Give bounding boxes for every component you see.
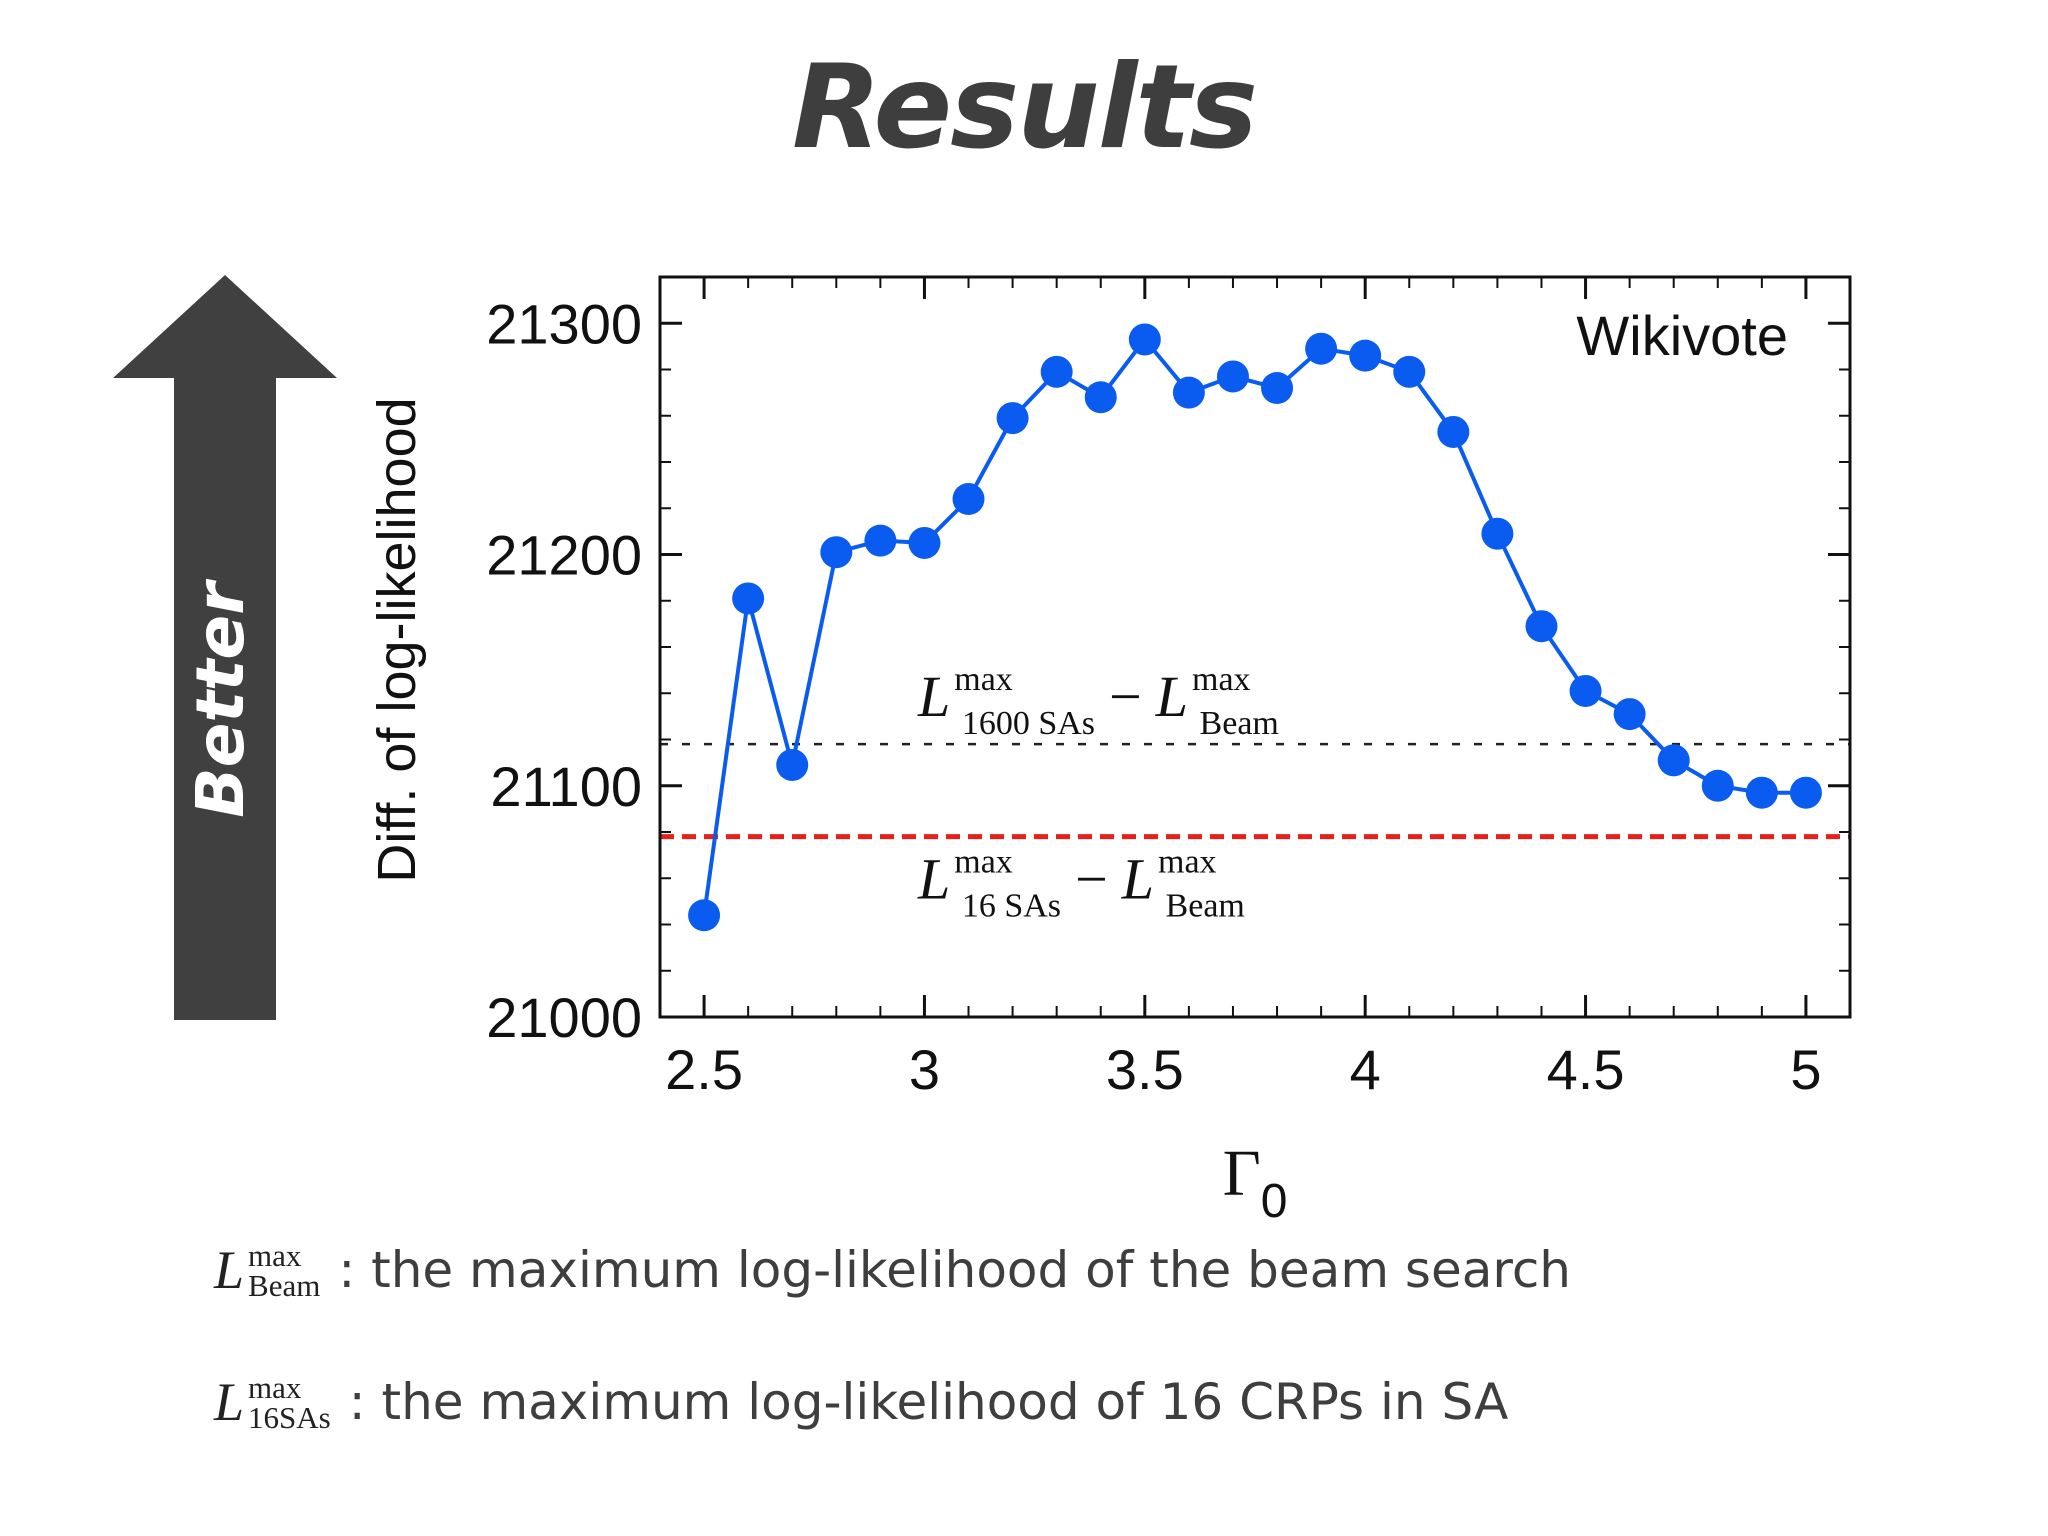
ref-label-main2: L [1155,664,1188,729]
legend-symbol-beam: L max Beam [214,1239,320,1301]
data-point [776,748,809,781]
better-arrow: Better [113,275,337,1020]
x-tick-label: 2.5 [665,1038,743,1101]
legend-text-beam: : the maximum log-likelihood of the beam… [338,1241,1572,1299]
legend-row-beam: L max Beam : the maximum log-likelihood … [214,1230,1571,1310]
data-point [732,582,765,615]
ref-label-main2: L [1121,847,1154,912]
data-point [908,526,941,559]
slide-title: Results [791,40,1258,175]
legend-symbol-16sas: L max 16SAs [214,1371,331,1433]
data-point [1613,698,1646,731]
ref-label-sub2: Beam [1166,888,1245,925]
data-point [1349,339,1382,372]
x-tick-label: 5 [1790,1038,1821,1101]
y-tick-label: 21300 [486,292,642,355]
x-axis-subscript: 0 [1261,1175,1288,1228]
data-point [1789,776,1822,809]
data-point [1128,323,1161,356]
data-point [996,402,1029,435]
x-axis-label: Γ0 [1223,1137,1288,1228]
ref-label-sub2: Beam [1200,705,1279,742]
data-point [864,524,897,557]
x-tick-label: 4.5 [1547,1038,1625,1101]
axis-ticks [659,276,1851,1019]
series-layer [688,323,1822,932]
data-point [1261,372,1294,404]
data-point [1040,355,1073,388]
legend-symbol-sub: 16SAs [248,1400,331,1435]
data-point [688,899,721,932]
arrow-shape [113,275,337,1020]
ref-label-sup: max [954,661,1013,698]
ref-label-main: L [917,847,950,912]
x-tick-label: 3 [909,1038,940,1101]
plot-frame [658,275,1852,1019]
data-point [1084,381,1117,414]
data-point [1216,360,1249,393]
data-point [1745,776,1778,809]
data-point [1437,415,1470,448]
dataset-label: Wikivote [1576,304,1788,367]
ref-label-sub: 1600 SAs [962,705,1095,742]
data-point [1657,744,1690,777]
data-point [1569,674,1602,707]
ref-label-sup: max [954,844,1013,881]
legend-symbol-letter: L [214,1372,245,1432]
data-point [1393,355,1426,388]
data-point [820,536,853,569]
x-tick-label: 3.5 [1106,1038,1184,1101]
y-axis-label: Diff. of log-likelihood [367,397,427,882]
ref-label-main: L [917,664,950,729]
data-point [1481,517,1514,550]
y-tick-label: 21100 [490,755,642,818]
tick-labels: 2.5 3 3.5 4 4.5 5 21000 21100 21200 21300 [486,292,1821,1101]
data-point [1701,769,1734,802]
y-tick-label: 21200 [486,524,642,587]
legend-symbol-sup: max [248,1370,302,1405]
x-tick-label: 4 [1350,1038,1381,1101]
ref-label-sub: 16 SAs [962,888,1061,925]
ref-label-minus: − [1075,847,1108,912]
ref-label-sup2: max [1192,661,1251,698]
ref-label-sup2: max [1158,844,1217,881]
data-point [1525,610,1558,643]
ref-label-minus: − [1109,664,1142,729]
data-point [1305,332,1338,365]
data-point [1172,376,1205,409]
y-tick-label: 21000 [486,986,642,1049]
legend-row-16sas: L max 16SAs : the maximum log-likelihood… [214,1362,1508,1442]
legend-text-16sas: : the maximum log-likelihood of 16 CRPs … [348,1373,1509,1431]
arrow-label: Better [182,579,259,818]
series-line [702,336,1806,916]
data-point [952,483,985,515]
legend-symbol-sub: Beam [248,1268,321,1303]
legend-symbol-sup: max [248,1238,302,1273]
x-axis-symbol: Γ [1223,1137,1261,1210]
legend-symbol-letter: L [214,1240,245,1300]
